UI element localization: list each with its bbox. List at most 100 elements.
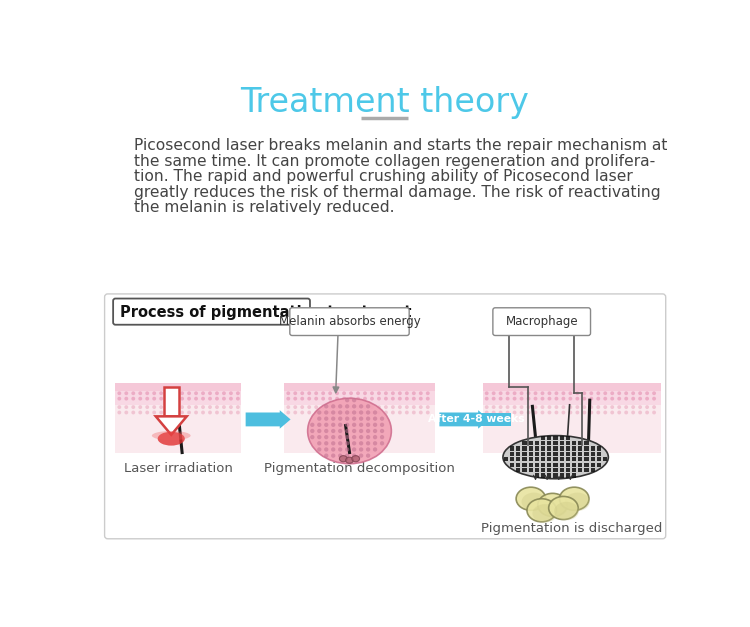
Bar <box>284 405 435 453</box>
Circle shape <box>575 411 579 414</box>
Circle shape <box>533 397 538 401</box>
Circle shape <box>359 404 363 409</box>
Circle shape <box>173 405 177 409</box>
Bar <box>603 457 608 461</box>
Circle shape <box>324 416 328 421</box>
Circle shape <box>349 397 353 401</box>
Circle shape <box>398 405 402 409</box>
Ellipse shape <box>158 432 184 446</box>
Circle shape <box>513 391 517 395</box>
Circle shape <box>575 397 579 401</box>
Text: tion. The rapid and powerful crushing ability of Picosecond laser: tion. The rapid and powerful crushing ab… <box>134 169 633 184</box>
Circle shape <box>363 411 367 414</box>
Circle shape <box>384 411 388 414</box>
Circle shape <box>575 391 579 395</box>
Bar <box>597 457 601 461</box>
Circle shape <box>596 411 600 414</box>
Bar <box>483 405 661 453</box>
Bar <box>510 452 515 456</box>
Circle shape <box>548 411 551 414</box>
Circle shape <box>152 397 156 401</box>
Circle shape <box>352 416 356 421</box>
Ellipse shape <box>543 498 568 517</box>
Circle shape <box>541 391 544 395</box>
Circle shape <box>166 391 170 395</box>
Circle shape <box>526 411 530 414</box>
Circle shape <box>533 405 538 409</box>
Circle shape <box>562 405 566 409</box>
Circle shape <box>352 447 356 451</box>
Bar <box>547 473 551 478</box>
Circle shape <box>419 391 423 395</box>
Circle shape <box>152 411 156 414</box>
Circle shape <box>324 410 328 414</box>
Circle shape <box>328 405 332 409</box>
Circle shape <box>412 411 416 414</box>
Bar <box>516 452 520 456</box>
Circle shape <box>146 405 149 409</box>
Circle shape <box>373 441 377 445</box>
Circle shape <box>208 411 212 414</box>
Circle shape <box>617 397 621 401</box>
Circle shape <box>310 429 314 433</box>
Circle shape <box>173 397 177 401</box>
Circle shape <box>215 391 219 395</box>
Ellipse shape <box>527 498 556 522</box>
Circle shape <box>590 411 593 414</box>
Circle shape <box>222 405 226 409</box>
Circle shape <box>173 391 177 395</box>
Circle shape <box>359 435 363 440</box>
Circle shape <box>363 397 367 401</box>
Bar <box>284 391 435 405</box>
Circle shape <box>345 453 350 458</box>
Circle shape <box>286 405 290 409</box>
Circle shape <box>562 411 566 414</box>
Circle shape <box>324 441 328 445</box>
Circle shape <box>229 391 232 395</box>
Bar <box>566 463 570 466</box>
Circle shape <box>583 405 586 409</box>
Circle shape <box>484 405 488 409</box>
Circle shape <box>138 411 142 414</box>
Bar <box>590 468 595 472</box>
Bar <box>535 446 539 451</box>
Bar <box>510 446 515 451</box>
Circle shape <box>324 404 328 409</box>
Text: the same time. It can promote collagen regeneration and prolifera-: the same time. It can promote collagen r… <box>134 154 656 169</box>
Circle shape <box>317 410 322 414</box>
Circle shape <box>520 391 524 395</box>
Bar <box>541 468 545 472</box>
Circle shape <box>308 405 311 409</box>
FancyBboxPatch shape <box>290 308 410 335</box>
Circle shape <box>188 391 191 395</box>
Circle shape <box>391 391 394 395</box>
Circle shape <box>541 405 544 409</box>
Circle shape <box>356 411 360 414</box>
Circle shape <box>398 397 402 401</box>
Circle shape <box>492 391 496 395</box>
Circle shape <box>652 397 656 401</box>
Circle shape <box>624 397 628 401</box>
Circle shape <box>352 404 356 409</box>
Ellipse shape <box>308 398 392 464</box>
Circle shape <box>317 429 322 433</box>
Circle shape <box>166 411 170 414</box>
Bar <box>529 457 532 461</box>
Circle shape <box>345 423 350 427</box>
Circle shape <box>331 453 335 458</box>
Bar <box>547 446 551 451</box>
Circle shape <box>373 435 377 440</box>
Circle shape <box>366 447 370 451</box>
Bar <box>541 446 545 451</box>
Bar <box>529 452 532 456</box>
Circle shape <box>331 429 335 433</box>
Text: greatly reduces the risk of thermal damage. The risk of reactivating: greatly reduces the risk of thermal dama… <box>134 184 661 199</box>
Circle shape <box>506 391 509 395</box>
Circle shape <box>124 411 128 414</box>
Circle shape <box>352 441 356 445</box>
Circle shape <box>380 441 384 445</box>
Circle shape <box>499 391 502 395</box>
Circle shape <box>222 411 226 414</box>
Circle shape <box>366 423 370 427</box>
Circle shape <box>359 453 363 458</box>
